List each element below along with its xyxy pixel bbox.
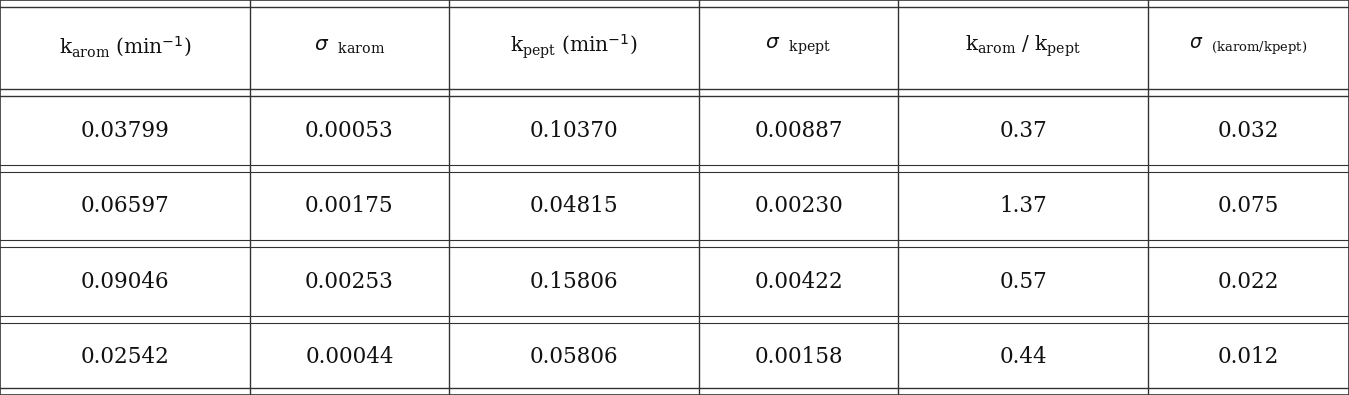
Text: 0.012: 0.012	[1218, 346, 1279, 368]
Text: 0.15806: 0.15806	[530, 271, 618, 293]
Text: 1.37: 1.37	[1000, 195, 1047, 217]
Text: 0.00422: 0.00422	[754, 271, 843, 293]
Text: 0.00253: 0.00253	[305, 271, 394, 293]
Text: k$_{\mathregular{pept}}$ (min$^{-1}$): k$_{\mathregular{pept}}$ (min$^{-1}$)	[510, 32, 638, 60]
Text: $\sigma$ $_{\ \mathregular{(karom/kpept)}}$: $\sigma$ $_{\ \mathregular{(karom/kpept)…	[1190, 36, 1307, 57]
Text: 0.10370: 0.10370	[530, 120, 618, 141]
Text: 0.075: 0.075	[1218, 195, 1279, 217]
Text: 0.022: 0.022	[1218, 271, 1279, 293]
Text: 0.37: 0.37	[1000, 120, 1047, 141]
Text: 0.05806: 0.05806	[530, 346, 618, 368]
Text: $\sigma$ $_{\ \mathregular{karom}}$: $\sigma$ $_{\ \mathregular{karom}}$	[314, 37, 384, 56]
Text: 0.00230: 0.00230	[754, 195, 843, 217]
Text: 0.06597: 0.06597	[81, 195, 169, 217]
Text: 0.04815: 0.04815	[530, 195, 618, 217]
Text: $\sigma$ $_{\ \mathregular{kpept}}$: $\sigma$ $_{\ \mathregular{kpept}}$	[765, 36, 832, 57]
Text: 0.00044: 0.00044	[305, 346, 394, 368]
Text: 0.02542: 0.02542	[81, 346, 169, 368]
Text: 0.00053: 0.00053	[305, 120, 394, 141]
Text: 0.57: 0.57	[1000, 271, 1047, 293]
Text: 0.03799: 0.03799	[81, 120, 169, 141]
Text: 0.44: 0.44	[1000, 346, 1047, 368]
Text: 0.00175: 0.00175	[305, 195, 394, 217]
Text: 0.00887: 0.00887	[754, 120, 843, 141]
Text: k$_{\mathregular{arom}}$ (min$^{-1}$): k$_{\mathregular{arom}}$ (min$^{-1}$)	[58, 34, 192, 59]
Text: k$_{\mathregular{arom}}$ / k$_{\mathregular{pept}}$: k$_{\mathregular{arom}}$ / k$_{\mathregu…	[966, 34, 1081, 59]
Text: 0.00158: 0.00158	[754, 346, 843, 368]
Text: 0.032: 0.032	[1218, 120, 1279, 141]
Text: 0.09046: 0.09046	[81, 271, 169, 293]
